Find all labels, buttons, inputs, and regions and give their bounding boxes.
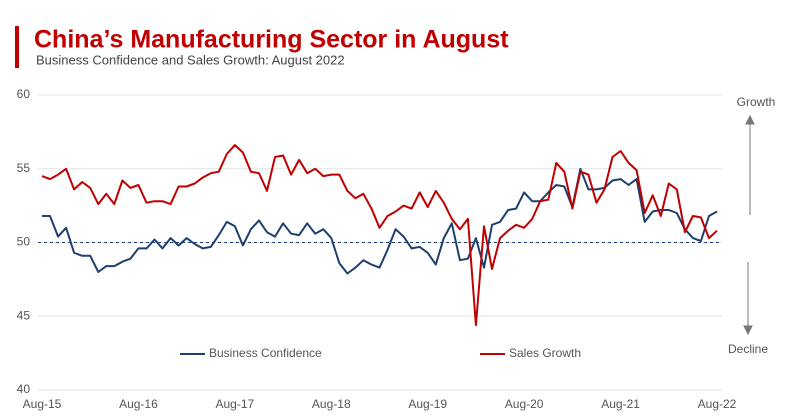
y-tick-label: 55 <box>17 161 31 175</box>
legend-label: Business Confidence <box>209 346 322 360</box>
series-line <box>41 144 718 327</box>
chart-subtitle: Business Confidence and Sales Growth: Au… <box>36 52 345 67</box>
y-tick-label: 50 <box>17 235 31 249</box>
x-tick-label: Aug-18 <box>312 397 351 411</box>
x-tick-label: Aug-21 <box>601 397 640 411</box>
y-tick-label: 40 <box>17 382 31 396</box>
y-tick-label: 60 <box>17 87 31 101</box>
chart-title: China’s Manufacturing Sector in August <box>34 26 509 54</box>
title-bar <box>15 26 19 68</box>
x-tick-label: Aug-15 <box>23 397 62 411</box>
arrow-down-head <box>743 325 753 336</box>
x-tick-label: Aug-19 <box>408 397 447 411</box>
x-tick-label: Aug-16 <box>119 397 158 411</box>
arrow-up-head <box>745 114 755 125</box>
x-tick-label: Aug-22 <box>698 397 737 411</box>
legend-label: Sales Growth <box>509 346 581 360</box>
annotation-decline: Decline <box>728 342 768 356</box>
y-tick-label: 45 <box>17 308 31 322</box>
series-line <box>42 167 718 275</box>
x-tick-label: Aug-17 <box>216 397 255 411</box>
arrows <box>743 114 755 336</box>
annotation-growth: Growth <box>737 95 776 109</box>
x-tick-label: Aug-20 <box>505 397 544 411</box>
